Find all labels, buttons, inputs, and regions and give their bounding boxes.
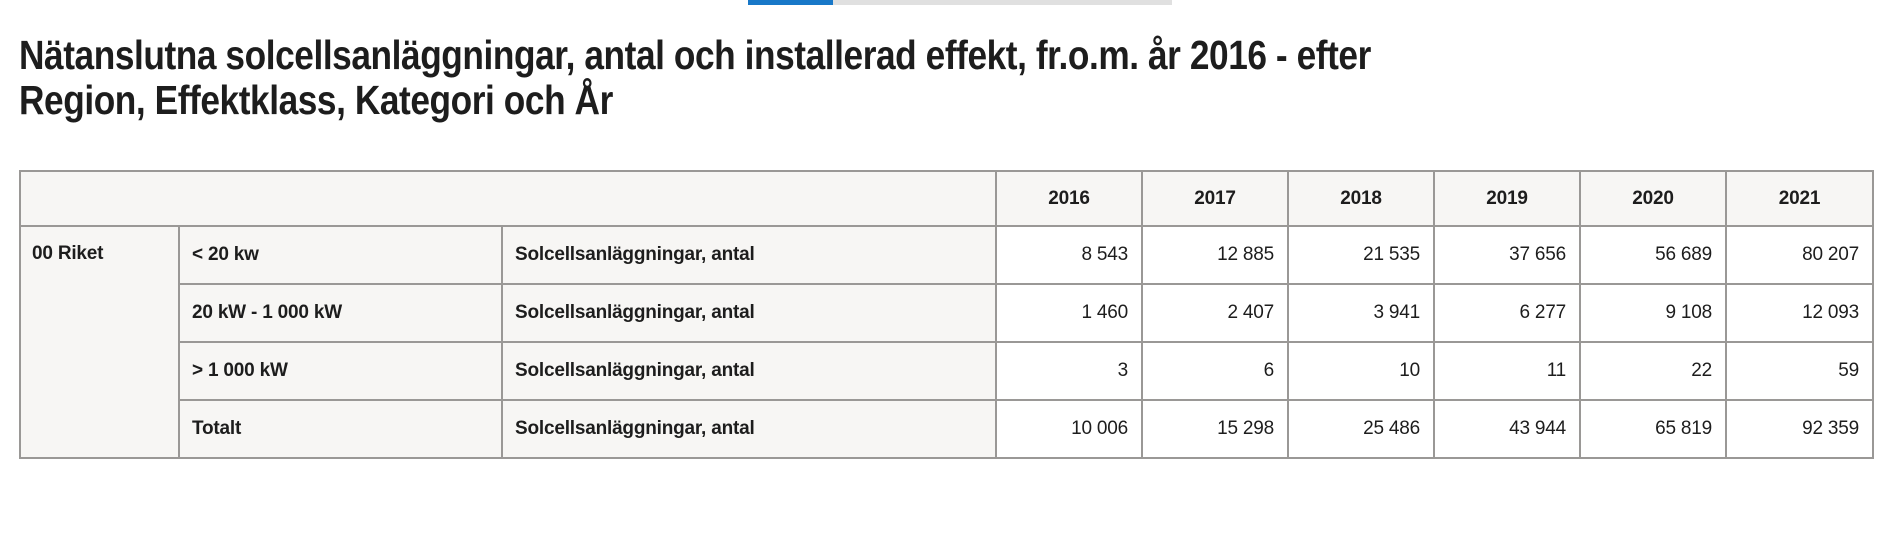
kategori-cell: Solcellsanläggningar, antal [500, 283, 998, 343]
effektklass-cell: > 1 000 kW [178, 341, 503, 401]
table-row: > 1 000 kW Solcellsanläggningar, antal 3… [20, 341, 1875, 401]
value-cell: 22 [1579, 341, 1728, 401]
value-cell: 21 535 [1287, 225, 1436, 285]
tab-bar-track [833, 0, 1172, 5]
table-header-row: 2016 2017 2018 2019 2020 2021 [18, 170, 1875, 227]
value-cell: 12 093 [1725, 283, 1875, 343]
value-cell: 10 [1287, 341, 1436, 401]
effektklass-cell: < 20 kw [178, 225, 503, 285]
stub-header-cell [18, 170, 998, 227]
value-cell: 56 689 [1579, 225, 1728, 285]
value-cell: 6 277 [1433, 283, 1582, 343]
active-tab-indicator[interactable] [748, 0, 833, 5]
table-row: 20 kW - 1 000 kW Solcellsanläggningar, a… [20, 283, 1875, 343]
value-cell: 80 207 [1725, 225, 1875, 285]
value-cell: 65 819 [1579, 399, 1728, 459]
page-title-line-2: Region, Effektklass, Kategori och År [19, 77, 613, 124]
value-cell: 2 407 [1141, 283, 1290, 343]
year-header-2019: 2019 [1433, 170, 1582, 227]
year-header-2018: 2018 [1287, 170, 1436, 227]
value-cell: 43 944 [1433, 399, 1582, 459]
effektklass-cell: Totalt [178, 399, 503, 459]
kategori-cell: Solcellsanläggningar, antal [500, 341, 998, 401]
value-cell: 12 885 [1141, 225, 1290, 285]
value-cell: 6 [1141, 341, 1290, 401]
region-cell: 00 Riket [19, 225, 180, 459]
value-cell: 3 [995, 341, 1144, 401]
effektklass-cell: 20 kW - 1 000 kW [178, 283, 503, 343]
kategori-cell: Solcellsanläggningar, antal [500, 399, 998, 459]
value-cell: 15 298 [1141, 399, 1290, 459]
page-title-line-1: Nätanslutna solcellsanläggningar, antal … [19, 32, 1371, 79]
table-row: Totalt Solcellsanläggningar, antal 10 00… [20, 399, 1875, 459]
kategori-cell: Solcellsanläggningar, antal [500, 225, 998, 285]
value-cell: 11 [1433, 341, 1582, 401]
year-header-2021: 2021 [1725, 170, 1875, 227]
value-cell: 92 359 [1725, 399, 1875, 459]
value-cell: 1 460 [995, 283, 1144, 343]
value-cell: 25 486 [1287, 399, 1436, 459]
value-cell: 59 [1725, 341, 1875, 401]
value-cell: 8 543 [995, 225, 1144, 285]
value-cell: 9 108 [1579, 283, 1728, 343]
value-cell: 10 006 [995, 399, 1144, 459]
statistics-table: 2016 2017 2018 2019 2020 2021 00 Riket <… [18, 170, 1875, 459]
year-header-2016: 2016 [995, 170, 1144, 227]
year-header-2017: 2017 [1141, 170, 1290, 227]
value-cell: 3 941 [1287, 283, 1436, 343]
table-row: 00 Riket < 20 kw Solcellsanläggningar, a… [19, 225, 1875, 459]
value-cell: 37 656 [1433, 225, 1582, 285]
year-header-2020: 2020 [1579, 170, 1728, 227]
page-title: Nätanslutna solcellsanläggningar, antal … [19, 33, 1371, 123]
